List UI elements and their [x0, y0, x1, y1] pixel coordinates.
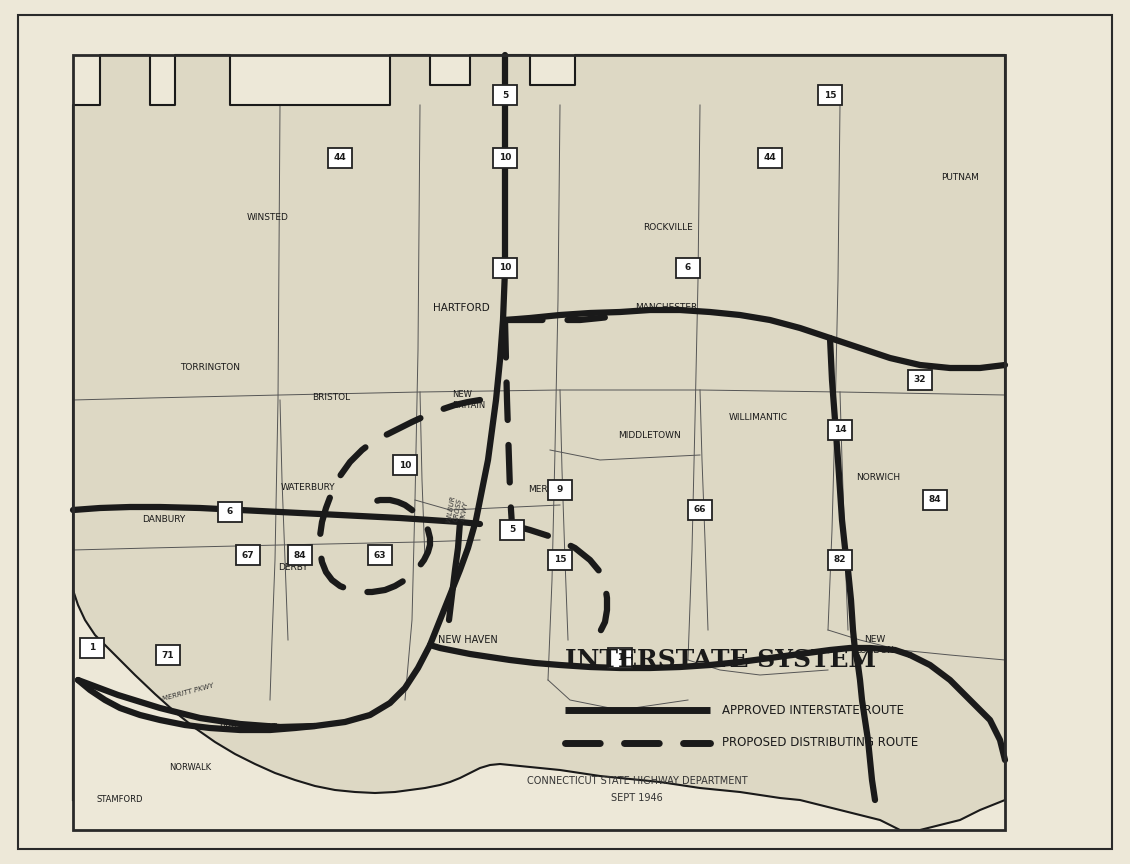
Bar	[73, 55, 1005, 830]
Text: 10: 10	[498, 154, 511, 162]
Bar	[328, 148, 353, 168]
Bar	[493, 257, 518, 278]
Bar	[393, 454, 417, 475]
Text: DERBY: DERBY	[278, 563, 308, 573]
Text: BRIDGEPORT: BRIDGEPORT	[219, 723, 277, 733]
Text: CONNECTICUT STATE HIGHWAY DEPARTMENT: CONNECTICUT STATE HIGHWAY DEPARTMENT	[527, 776, 747, 786]
Text: WATERBURY: WATERBURY	[280, 484, 334, 492]
Bar	[828, 550, 852, 570]
Text: TORRINGTON: TORRINGTON	[180, 364, 240, 372]
Text: DANBURY: DANBURY	[142, 516, 185, 524]
Text: WINSTED: WINSTED	[247, 213, 289, 223]
Text: 84: 84	[929, 495, 941, 505]
Text: MIDDLETOWN: MIDDLETOWN	[618, 430, 680, 440]
Bar	[818, 85, 842, 105]
Text: 1: 1	[89, 644, 95, 652]
Text: 82: 82	[834, 556, 846, 564]
Text: APPROVED INTERSTATE ROUTE: APPROVED INTERSTATE ROUTE	[722, 703, 904, 716]
Bar	[923, 490, 947, 511]
Bar	[688, 499, 712, 520]
Text: 6: 6	[227, 507, 233, 517]
Bar	[828, 420, 852, 441]
Text: 9: 9	[557, 486, 563, 494]
Bar	[288, 544, 312, 565]
Text: NEW HAVEN: NEW HAVEN	[438, 635, 497, 645]
Bar	[236, 544, 260, 565]
Bar	[909, 370, 932, 391]
Text: 84: 84	[294, 550, 306, 560]
Text: 5: 5	[502, 91, 509, 99]
Text: BRISTOL: BRISTOL	[312, 393, 350, 403]
Text: MERRITT PKWY: MERRITT PKWY	[162, 683, 215, 702]
Text: 10: 10	[399, 461, 411, 469]
Text: 32: 32	[914, 376, 927, 384]
Text: PUTNAM: PUTNAM	[941, 174, 979, 182]
Text: 63: 63	[374, 550, 386, 560]
Text: NEW
BRITAIN: NEW BRITAIN	[452, 391, 485, 410]
Bar	[676, 257, 699, 278]
Bar	[493, 85, 518, 105]
Text: 71: 71	[162, 651, 174, 659]
Bar	[758, 148, 782, 168]
Text: STAMFORD: STAMFORD	[97, 796, 144, 804]
Text: 67: 67	[242, 550, 254, 560]
Text: 44: 44	[764, 154, 776, 162]
Text: SEPT 1946: SEPT 1946	[611, 793, 663, 803]
Bar	[156, 645, 180, 665]
Text: NEW
LONDON: NEW LONDON	[855, 635, 895, 655]
Bar	[368, 544, 392, 565]
Text: HARTFORD: HARTFORD	[433, 303, 490, 313]
Text: INTERSTATE SYSTEM: INTERSTATE SYSTEM	[565, 648, 876, 672]
Text: 10: 10	[498, 264, 511, 272]
Text: 14: 14	[834, 425, 846, 435]
Text: MERIDEN: MERIDEN	[528, 486, 570, 494]
Text: 5: 5	[508, 525, 515, 535]
Bar	[493, 148, 518, 168]
Text: 66: 66	[694, 505, 706, 514]
Bar	[499, 519, 524, 540]
Text: ROCKVILLE: ROCKVILLE	[643, 224, 693, 232]
Text: 15: 15	[824, 91, 836, 99]
Text: 6: 6	[685, 264, 692, 272]
Bar	[608, 648, 632, 669]
Bar	[80, 638, 104, 658]
Text: NORWALK: NORWALK	[170, 764, 211, 772]
Bar	[548, 550, 572, 570]
Bar	[218, 502, 242, 523]
Text: PROPOSED DISTRIBUTING ROUTE: PROPOSED DISTRIBUTING ROUTE	[722, 736, 919, 749]
Text: WILLIMANTIC: WILLIMANTIC	[729, 414, 788, 422]
Text: NORWICH: NORWICH	[855, 473, 901, 482]
Text: 44: 44	[333, 154, 347, 162]
Polygon shape	[73, 55, 1005, 830]
Text: MANCHESTER: MANCHESTER	[635, 303, 697, 313]
Text: 1: 1	[617, 653, 623, 663]
Bar	[548, 480, 572, 500]
Text: WILBUR
CROSS
PKWY: WILBUR CROSS PKWY	[445, 495, 470, 525]
Text: 15: 15	[554, 556, 566, 564]
